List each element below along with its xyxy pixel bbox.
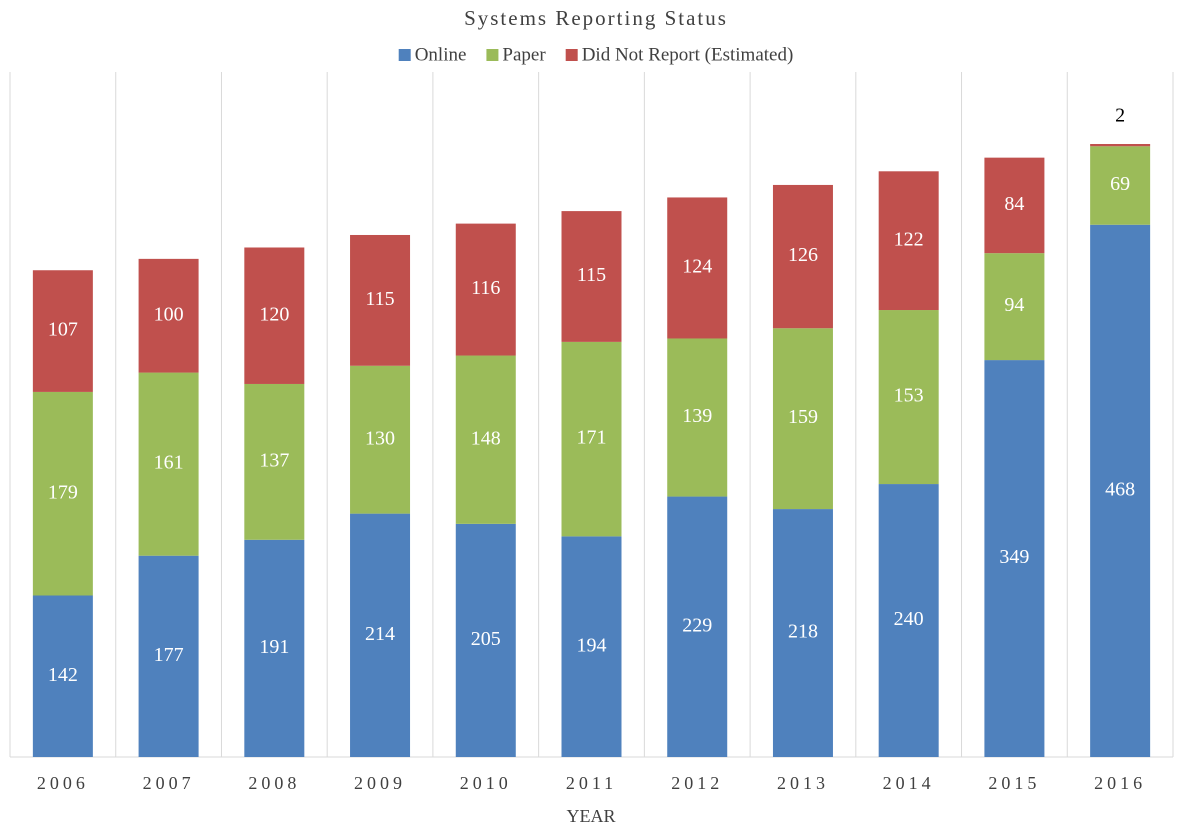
bar-segment [1090,144,1151,147]
bar-segment [772,509,833,757]
bar-segment [350,365,411,514]
bar-segment [1090,146,1151,225]
data-label: 142 [48,664,78,686]
bar-segment [350,234,411,366]
x-tick-label: 2010 [460,773,512,793]
bar-segment [984,157,1045,254]
x-axis-label: YEAR [567,806,616,826]
data-label: 126 [788,244,818,266]
bar-segment [138,258,199,373]
bar-segment [32,270,93,392]
bar-segment [244,247,305,384]
x-tick-label: 2014 [883,773,935,793]
x-tick-label: 2006 [37,773,89,793]
x-tick-label: 2012 [671,773,723,793]
bar-segment [667,496,728,757]
x-tick-label: 2013 [777,773,829,793]
data-label: 214 [365,623,395,645]
legend-label: Online [415,44,467,65]
data-label: 139 [682,405,712,427]
bar-segment [244,383,305,540]
legend-swatch [398,49,411,61]
data-label: 191 [259,636,289,658]
legend-swatch [486,49,499,61]
chart-title: Systems Reporting Status [464,6,728,30]
data-label: 69 [1110,173,1130,195]
data-label: 84 [1004,193,1024,215]
bar-segment [1090,224,1151,757]
data-label: 137 [259,449,289,471]
bar-segment [455,523,516,757]
bar-segment [772,184,833,329]
bar-segment [350,513,411,757]
data-label: 159 [788,406,818,428]
data-label: 240 [894,608,924,630]
bar-segment [561,211,622,342]
bar-segment [878,171,939,311]
bar-segment [244,539,305,757]
x-tick-label: 2009 [354,773,406,793]
data-label: 94 [1004,294,1024,316]
bar-segment [455,223,516,356]
bar-segment [667,197,728,339]
data-label: 130 [365,427,395,449]
data-label: 218 [788,621,818,643]
legend-label: Did Not Report (Estimated) [582,44,794,65]
data-label: 107 [48,319,78,341]
legend-swatch [565,49,578,61]
data-label: 116 [471,277,500,299]
bar-segment [772,328,833,510]
bar-segment [561,341,622,537]
data-label: 115 [365,288,394,310]
data-label: 349 [999,546,1029,568]
data-label: 179 [48,481,78,503]
data-label: 153 [894,385,924,407]
bar-segment [561,536,622,757]
data-label: 122 [894,228,924,250]
bar-segment [32,595,93,757]
data-label: 161 [154,452,184,474]
data-label: 205 [471,628,501,650]
x-tick-label: 2007 [143,773,195,793]
bar-segment [138,555,199,757]
bar-segment [32,391,93,596]
x-tick-label: 2016 [1094,773,1146,793]
x-tick-label: 2008 [248,773,300,793]
data-label: 100 [154,303,184,325]
data-label: 2 [1115,105,1125,127]
bar-segment [878,310,939,485]
data-label: 120 [259,303,289,325]
bar-segment [667,338,728,497]
bar-segment [138,372,199,556]
data-label: 194 [577,634,607,656]
x-tick-label: 2015 [988,773,1040,793]
data-label: 229 [682,614,712,636]
legend-label: Paper [502,44,546,65]
data-label: 177 [154,644,184,666]
bar-segment [984,360,1045,757]
data-label: 171 [577,427,607,449]
data-label: 468 [1105,478,1135,500]
data-label: 124 [682,256,712,278]
data-label: 148 [471,427,501,449]
bar-segment [878,484,939,757]
x-tick-label: 2011 [566,773,617,793]
bar-segment [455,355,516,524]
data-label: 115 [577,264,606,286]
bar-segment [984,253,1045,361]
